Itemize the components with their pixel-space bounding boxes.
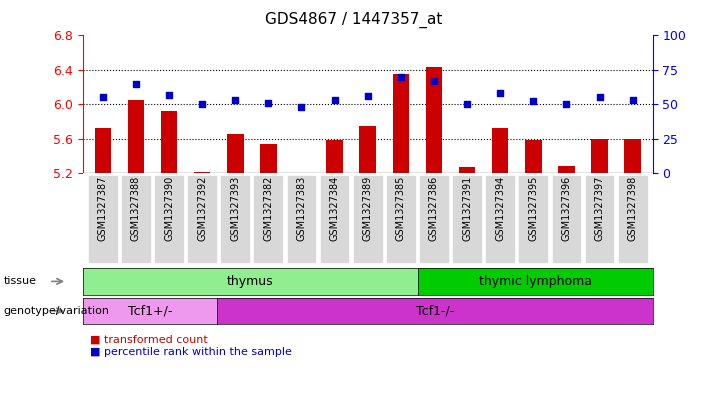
FancyBboxPatch shape bbox=[88, 175, 118, 263]
Point bbox=[329, 97, 340, 103]
Bar bbox=[327, 140, 343, 173]
FancyBboxPatch shape bbox=[254, 175, 283, 263]
Bar bbox=[492, 128, 508, 173]
Point bbox=[528, 98, 539, 105]
FancyBboxPatch shape bbox=[452, 175, 482, 263]
Bar bbox=[591, 139, 608, 173]
Point bbox=[395, 73, 407, 80]
Text: GSM1327387: GSM1327387 bbox=[98, 176, 107, 241]
Text: Tcf1-/-: Tcf1-/- bbox=[415, 304, 454, 318]
Bar bbox=[227, 134, 244, 173]
FancyBboxPatch shape bbox=[386, 175, 416, 263]
Bar bbox=[392, 74, 409, 173]
Text: thymic lymphoma: thymic lymphoma bbox=[479, 275, 592, 288]
Text: Tcf1+/-: Tcf1+/- bbox=[128, 304, 172, 318]
FancyBboxPatch shape bbox=[353, 175, 383, 263]
Text: thymus: thymus bbox=[227, 275, 274, 288]
Text: GSM1327394: GSM1327394 bbox=[495, 176, 505, 241]
Bar bbox=[94, 128, 111, 173]
Point bbox=[561, 101, 572, 107]
Text: GSM1327395: GSM1327395 bbox=[528, 176, 539, 241]
FancyBboxPatch shape bbox=[552, 175, 581, 263]
Bar bbox=[624, 139, 641, 173]
Text: tissue: tissue bbox=[4, 276, 37, 286]
Point bbox=[428, 78, 440, 84]
Text: GSM1327383: GSM1327383 bbox=[296, 176, 306, 241]
Point bbox=[296, 104, 307, 110]
Text: GSM1327393: GSM1327393 bbox=[230, 176, 240, 241]
Bar bbox=[194, 172, 211, 173]
Point bbox=[196, 101, 208, 107]
Text: genotype/variation: genotype/variation bbox=[4, 306, 110, 316]
Text: GSM1327384: GSM1327384 bbox=[329, 176, 340, 241]
Text: ■ percentile rank within the sample: ■ percentile rank within the sample bbox=[90, 347, 292, 357]
Bar bbox=[161, 111, 177, 173]
FancyBboxPatch shape bbox=[618, 175, 647, 263]
FancyBboxPatch shape bbox=[154, 175, 184, 263]
Point bbox=[461, 101, 473, 107]
Text: GSM1327398: GSM1327398 bbox=[628, 176, 637, 241]
FancyBboxPatch shape bbox=[187, 175, 217, 263]
Bar bbox=[459, 167, 475, 173]
Bar bbox=[128, 100, 144, 173]
Point bbox=[627, 97, 638, 103]
FancyBboxPatch shape bbox=[419, 175, 449, 263]
FancyBboxPatch shape bbox=[585, 175, 614, 263]
FancyBboxPatch shape bbox=[121, 175, 151, 263]
FancyBboxPatch shape bbox=[286, 175, 317, 263]
Text: GSM1327385: GSM1327385 bbox=[396, 176, 406, 241]
Text: GSM1327391: GSM1327391 bbox=[462, 176, 472, 241]
Point bbox=[262, 99, 274, 106]
Text: GSM1327390: GSM1327390 bbox=[164, 176, 174, 241]
FancyBboxPatch shape bbox=[518, 175, 548, 263]
FancyBboxPatch shape bbox=[221, 175, 250, 263]
Bar bbox=[360, 127, 376, 173]
Bar bbox=[525, 140, 541, 173]
Point bbox=[229, 97, 241, 103]
Point bbox=[163, 91, 174, 97]
Text: GSM1327386: GSM1327386 bbox=[429, 176, 439, 241]
Text: GSM1327382: GSM1327382 bbox=[263, 176, 273, 241]
Point bbox=[362, 93, 373, 99]
Text: ■ transformed count: ■ transformed count bbox=[90, 335, 208, 345]
Text: GSM1327388: GSM1327388 bbox=[131, 176, 141, 241]
Point bbox=[495, 90, 506, 96]
FancyBboxPatch shape bbox=[485, 175, 515, 263]
FancyBboxPatch shape bbox=[319, 175, 350, 263]
Text: GSM1327397: GSM1327397 bbox=[595, 176, 604, 241]
Text: GSM1327396: GSM1327396 bbox=[562, 176, 572, 241]
Text: GSM1327389: GSM1327389 bbox=[363, 176, 373, 241]
Point bbox=[97, 94, 109, 100]
Text: GDS4867 / 1447357_at: GDS4867 / 1447357_at bbox=[265, 12, 442, 28]
Point bbox=[130, 80, 141, 86]
Text: GSM1327392: GSM1327392 bbox=[197, 176, 207, 241]
Bar bbox=[260, 144, 277, 173]
Bar bbox=[558, 166, 575, 173]
Point bbox=[594, 94, 606, 100]
Bar bbox=[425, 67, 442, 173]
